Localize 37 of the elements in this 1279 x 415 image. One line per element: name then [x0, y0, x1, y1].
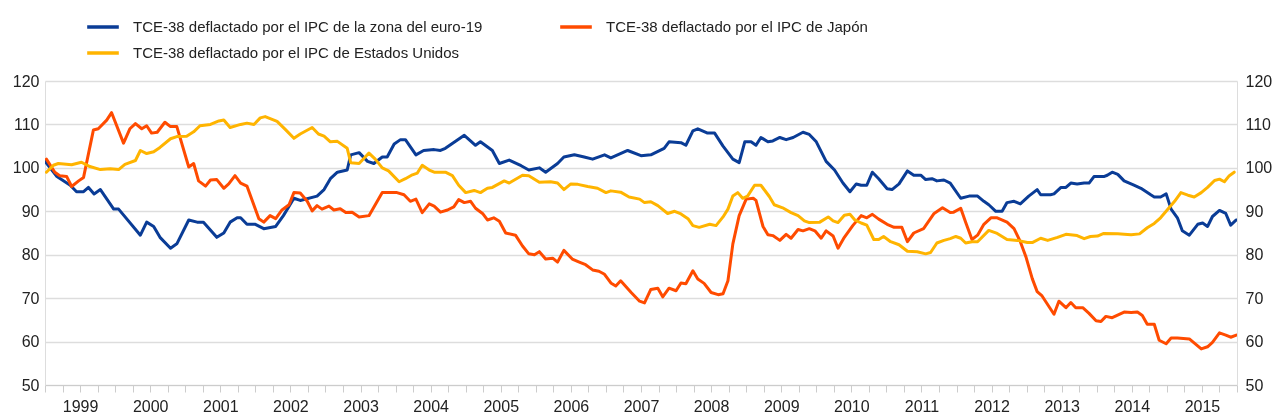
x-tick-label: 2001: [203, 397, 239, 415]
x-tick-label: 2007: [623, 397, 660, 415]
x-tick-label: 2000: [132, 397, 169, 415]
x-tick-label: 2014: [1114, 397, 1151, 415]
y2-tick-label: 90: [1245, 202, 1264, 220]
x-tick-label: 2012: [974, 397, 1010, 415]
y-tick-label: 70: [21, 289, 40, 307]
x-tick-label: 1999: [62, 397, 99, 415]
x-tick-label: 2013: [1044, 397, 1081, 415]
x-tick-label: 2011: [904, 397, 940, 415]
y2-tick-label: 120: [1245, 72, 1273, 90]
y-tick-label: 90: [21, 202, 40, 220]
y-tick-label: 60: [21, 333, 40, 351]
legend-label: TCE-38 deflactado por el IPC de Japón: [606, 18, 868, 35]
y2-tick-label: 100: [1245, 159, 1273, 177]
y2-tick-label: 50: [1245, 376, 1264, 394]
x-tick-label: 2004: [413, 397, 450, 415]
x-tick-label: 2002: [273, 397, 309, 415]
x-tick-label: 2009: [763, 397, 800, 415]
y-tick-label: 110: [13, 115, 40, 133]
y-tick-label: 120: [12, 72, 40, 90]
y2-tick-label: 60: [1245, 333, 1264, 351]
x-tick-label: 2015: [1184, 397, 1221, 415]
x-tick-label: 2003: [343, 397, 379, 415]
y2-tick-label: 110: [1245, 115, 1272, 133]
y2-tick-label: 80: [1245, 246, 1264, 264]
legend-label: TCE-38 deflactado por el IPC de Estados Unidos: [133, 44, 460, 61]
x-tick-label: 2006: [553, 397, 590, 415]
x-tick-label: 2008: [693, 397, 730, 415]
x-tick-label: 2010: [834, 397, 870, 415]
line-series: [45, 111, 1237, 351]
y2-tick-label: 70: [1245, 289, 1264, 307]
x-tick-label: 2005: [483, 397, 520, 415]
y-tick-label: 80: [21, 246, 40, 264]
y-tick-label: 50: [21, 376, 40, 394]
y-tick-label: 100: [12, 159, 40, 177]
legend-label: TCE-38 deflactado por el IPC de la zona del euro-19: [133, 18, 483, 35]
